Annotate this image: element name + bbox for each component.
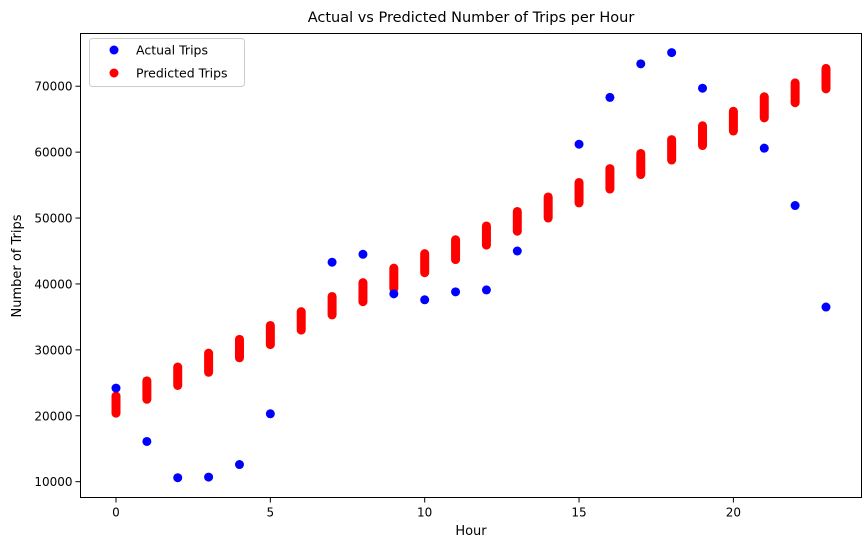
y-tick-label: 50000 (34, 212, 72, 226)
legend: Actual Trips Predicted Trips (89, 38, 245, 87)
actual-point (698, 83, 708, 93)
x-axis-ticks: 0 5 10 15 20 (112, 497, 741, 520)
actual-point (451, 287, 461, 297)
y-axis-ticks: 10000 20000 30000 40000 50000 60000 70000 (34, 80, 81, 489)
actual-point (358, 249, 368, 259)
legend-label-actual: Actual Trips (136, 43, 208, 58)
y-tick-label: 10000 (34, 475, 72, 489)
actual-point (574, 139, 584, 149)
actual-point (265, 409, 275, 419)
actual-point (821, 302, 831, 312)
actual-point (481, 285, 491, 295)
actual-point (420, 295, 430, 305)
x-tick-label: 5 (267, 506, 275, 520)
chart-title: Actual vs Predicted Number of Trips per … (308, 10, 635, 26)
actual-point (790, 201, 800, 211)
actual-point (759, 143, 769, 153)
actual-point (605, 92, 615, 102)
actual-point (142, 436, 152, 446)
actual-point (512, 246, 522, 256)
legend-label-predicted: Predicted Trips (136, 66, 228, 81)
legend-marker-predicted (109, 68, 119, 78)
actual-point (667, 48, 677, 58)
plot-marks (111, 48, 831, 483)
x-tick-label: 15 (571, 506, 586, 520)
actual-point (234, 460, 244, 470)
x-tick-label: 0 (112, 506, 120, 520)
plot-frame (80, 33, 862, 498)
legend-marker-actual (109, 45, 119, 55)
legend-frame (89, 38, 245, 87)
x-tick-label: 10 (417, 506, 432, 520)
actual-point (204, 472, 214, 482)
actual-point (327, 257, 337, 267)
x-tick-label: 20 (726, 506, 741, 520)
x-axis-label: Hour (455, 524, 487, 539)
y-tick-label: 60000 (34, 146, 72, 160)
y-tick-label: 20000 (34, 409, 72, 423)
y-tick-label: 30000 (34, 343, 72, 357)
y-tick-label: 40000 (34, 277, 72, 291)
actual-point (389, 289, 399, 299)
actual-point (111, 383, 121, 393)
y-axis-label: Number of Trips (10, 214, 25, 317)
actual-point (636, 59, 646, 69)
actual-point (173, 473, 183, 483)
y-tick-label: 70000 (34, 80, 72, 94)
